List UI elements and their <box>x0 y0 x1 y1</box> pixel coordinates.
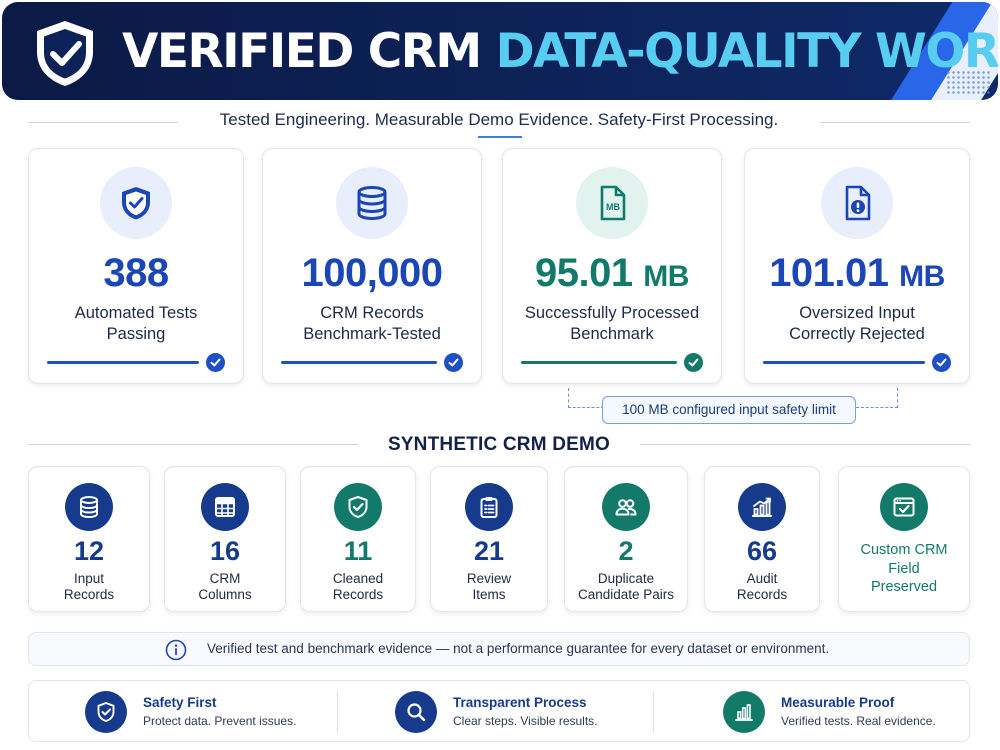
bar-chart-icon <box>735 704 753 721</box>
svg-text:MB: MB <box>606 202 620 212</box>
divider <box>28 444 358 445</box>
database-icon <box>80 496 98 519</box>
tagline-underline <box>478 136 522 138</box>
progress-bar <box>521 361 677 364</box>
feature-strip: Safety First Protect data. Prevent issue… <box>28 680 970 742</box>
shield-check-icon <box>97 702 115 722</box>
demo-value: 21 <box>473 536 505 566</box>
file-mb-icon: MB <box>600 185 626 221</box>
demo-value: 16 <box>209 536 241 566</box>
callout-bracket <box>568 388 604 408</box>
stat-value: 100,000 <box>301 251 443 295</box>
info-icon <box>165 639 187 661</box>
demo-icon-circle <box>602 483 650 531</box>
users-icon <box>615 499 637 516</box>
limit-note: 100 MB configured input safety limit <box>602 396 856 424</box>
bar-chart-icon <box>752 497 772 517</box>
demo-label: CRM Columns <box>198 571 252 602</box>
demo-card-audit-records: 66 Audit Records <box>704 466 820 612</box>
feature-title: Safety First <box>143 695 217 710</box>
section-title: SYNTHETIC CRM DEMO <box>387 434 611 455</box>
feature-subtitle: Protect data. Prevent issues. <box>143 714 297 728</box>
demo-value: 66 <box>746 536 778 566</box>
stat-card-tests: 388 Automated Tests Passing <box>28 148 244 384</box>
demo-card-duplicate-pairs: 2 Duplicate Candidate Pairs <box>564 466 688 612</box>
feature-subtitle: Clear steps. Visible results. <box>453 714 598 728</box>
table-grid-icon <box>215 497 235 517</box>
demo-icon-circle <box>65 483 113 531</box>
title-primary: VERIFIED CRM <box>122 24 482 79</box>
stat-icon-circle <box>821 167 893 239</box>
file-alert-icon <box>845 185 871 221</box>
demo-card-cleaned-records: 11 Cleaned Records <box>300 466 416 612</box>
disclaimer-text: Verified test and benchmark evidence — n… <box>207 641 830 656</box>
decorative-dots <box>946 70 990 94</box>
disclaimer-bar: Verified test and benchmark evidence — n… <box>28 632 970 666</box>
divider <box>820 122 970 123</box>
demo-card-input-records: 12 Input Records <box>28 466 150 612</box>
stat-icon-circle <box>100 167 172 239</box>
stat-icon-circle: MB <box>576 167 648 239</box>
stat-icon-circle <box>336 167 408 239</box>
check-circle-icon <box>206 353 225 372</box>
progress-bar <box>47 361 199 364</box>
stat-card-processed: MB 95.01 MB Successfully Processed Benchm… <box>502 148 722 384</box>
tagline-row: Tested Engineering. Measurable Demo Evid… <box>28 108 970 136</box>
window-check-icon <box>893 497 915 517</box>
demo-section-header: SYNTHETIC CRM DEMO <box>28 432 970 458</box>
stat-value: 101.01 MB <box>769 251 945 295</box>
progress-bar <box>281 361 437 364</box>
header-banner: VERIFIED CRM DATA-QUALITY WORKFLOW <box>2 2 998 100</box>
divider <box>640 444 970 445</box>
search-icon <box>407 703 426 722</box>
database-icon <box>357 186 387 221</box>
check-circle-icon <box>684 353 703 372</box>
shield-check-icon <box>348 496 368 518</box>
demo-icon-circle <box>465 483 513 531</box>
shield-check-icon <box>122 187 150 220</box>
demo-label: Custom CRM Field Preserved <box>860 542 948 595</box>
callout-bracket <box>856 388 898 408</box>
demo-card-crm-columns: 16 CRM Columns <box>164 466 286 612</box>
stat-label: CRM Records Benchmark-Tested <box>303 304 441 343</box>
feature-icon-circle <box>395 691 437 733</box>
divider <box>337 691 338 733</box>
progress-bar <box>763 361 925 364</box>
feature-icon-circle <box>85 691 127 733</box>
feature-subtitle: Verified tests. Real evidence. <box>781 714 936 728</box>
demo-value: 12 <box>73 536 105 566</box>
demo-label: Audit Records <box>736 571 788 602</box>
feature-title: Measurable Proof <box>781 695 895 710</box>
title-accent: DATA-QUALITY WORKFLOW <box>495 24 998 79</box>
demo-icon-circle <box>738 483 786 531</box>
feature-icon-circle <box>723 691 765 733</box>
clipboard-list-icon <box>480 497 498 518</box>
demo-value: 2 <box>618 536 634 566</box>
demo-icon-circle <box>880 483 928 531</box>
shield-check-icon <box>37 21 93 86</box>
demo-card-review-items: 21 Review Items <box>430 466 548 612</box>
stat-label: Automated Tests Passing <box>74 304 198 343</box>
stat-value: 388 <box>103 251 169 295</box>
stat-card-records: 100,000 CRM Records Benchmark-Tested <box>262 148 482 384</box>
divider <box>28 122 178 123</box>
stat-card-rejected: 101.01 MB Oversized Input Correctly Rejec… <box>744 148 970 384</box>
feature-title: Transparent Process <box>453 695 587 710</box>
demo-label: Duplicate Candidate Pairs <box>577 571 675 602</box>
stat-label: Oversized Input Correctly Rejected <box>789 304 925 343</box>
tagline: Tested Engineering. Measurable Demo Evid… <box>219 110 779 129</box>
check-circle-icon <box>932 353 951 372</box>
divider <box>653 691 654 733</box>
page-title: VERIFIED CRM DATA-QUALITY WORKFLOW <box>122 20 998 84</box>
stat-label: Successfully Processed Benchmark <box>524 304 700 343</box>
demo-label: Cleaned Records <box>332 571 384 602</box>
demo-card-custom-field: Custom CRM Field Preserved <box>838 466 970 612</box>
demo-icon-circle <box>201 483 249 531</box>
demo-icon-circle <box>334 483 382 531</box>
demo-value: 11 <box>343 536 373 566</box>
check-circle-icon <box>444 353 463 372</box>
demo-label: Review Items <box>466 571 512 602</box>
demo-label: Input Records <box>63 571 115 602</box>
stat-value: 95.01 MB <box>535 251 689 295</box>
